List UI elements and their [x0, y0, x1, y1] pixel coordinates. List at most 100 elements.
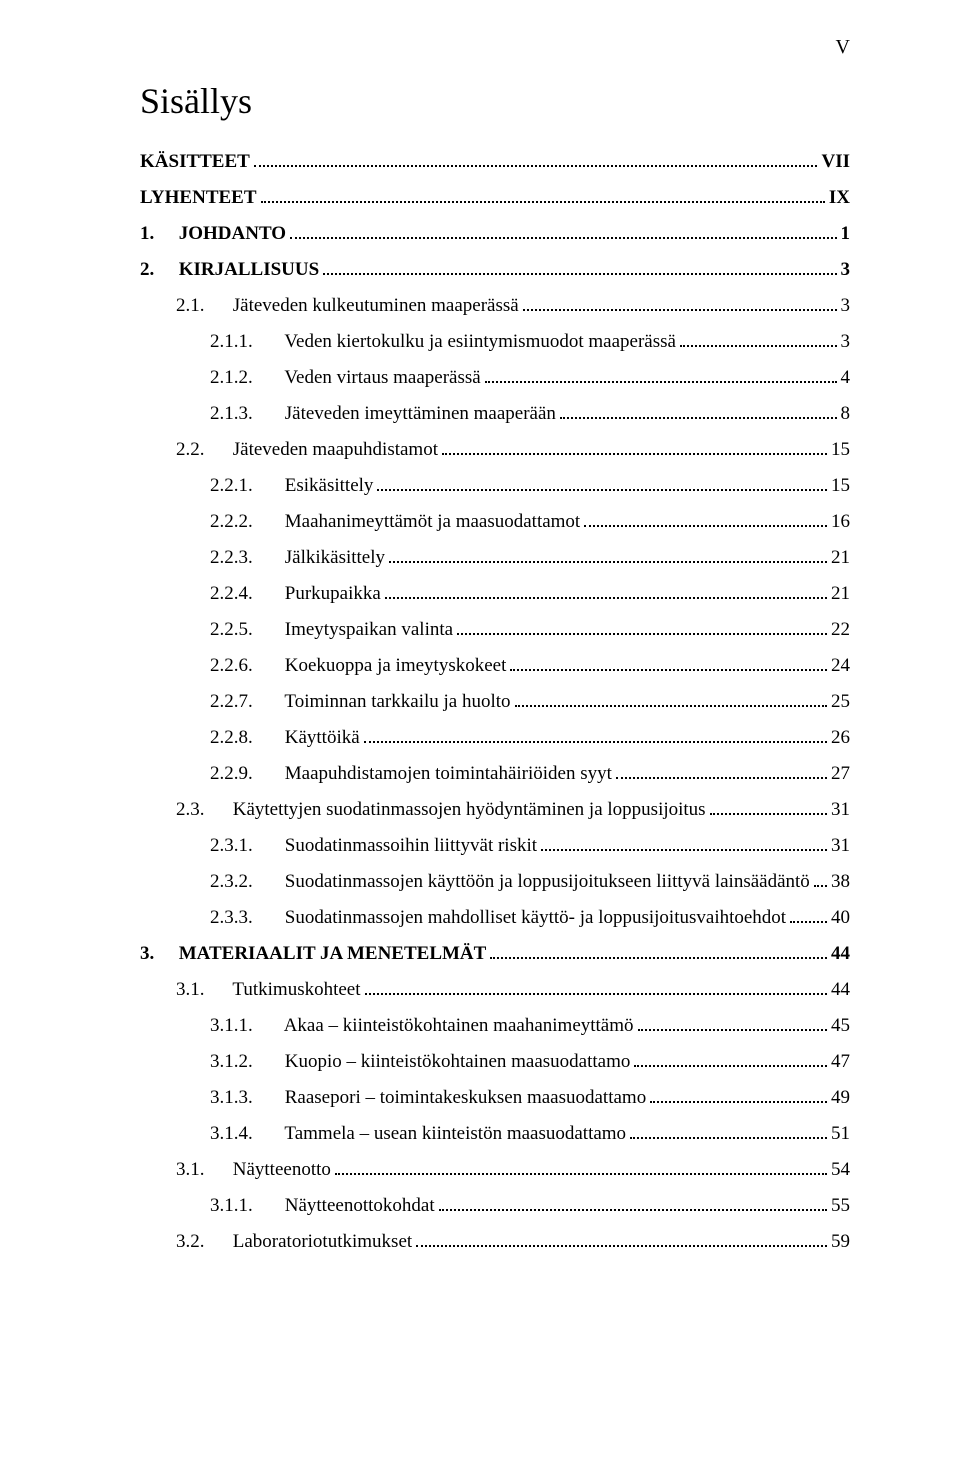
toc-entry-number: 3.1.2.: [210, 1052, 280, 1071]
toc-entry-number: 2.2.9.: [210, 764, 280, 783]
toc-entry-title: Näytteenottokohdat: [285, 1195, 435, 1216]
toc-entry-label: 3.2. Laboratoriotutkimukset: [176, 1232, 412, 1251]
toc-entry-label: 2.2.4. Purkupaikka: [210, 584, 381, 603]
toc-entry: 2.3. Käytettyjen suodatinmassojen hyödyn…: [140, 800, 850, 819]
toc-entry-label: 2.2.1. Esikäsittely: [210, 476, 373, 495]
toc-entry: 2.2.8. Käyttöikä 26: [140, 728, 850, 747]
toc-leader-dots: [323, 273, 836, 275]
toc-entry-title: Maahanimeyttämöt ja maasuodattamot: [285, 511, 580, 532]
toc-entry: 2.2.7. Toiminnan tarkkailu ja huolto 25: [140, 692, 850, 711]
toc-entry-title: JOHDANTO: [179, 223, 286, 244]
toc-entry-label: 2.3.1. Suodatinmassoihin liittyvät riski…: [210, 836, 537, 855]
toc-entry-title: Koekuoppa ja imeytyskokeet: [285, 655, 507, 676]
toc-entry-label: 3.1.1. Näytteenottokohdat: [210, 1196, 435, 1215]
toc-entry-label: 2.2. Jäteveden maapuhdistamot: [176, 440, 438, 459]
toc-entry-number: 2.3.1.: [210, 836, 280, 855]
toc-entry-number: 2.2.7.: [210, 692, 280, 711]
toc-entry-number: 3.1.3.: [210, 1088, 280, 1107]
toc-entry-label: 2.3.3. Suodatinmassojen mahdolliset käyt…: [210, 908, 786, 927]
toc-entry-title: Esikäsittely: [285, 475, 374, 496]
toc-entry: 3.1.4. Tammela – usean kiinteistön maasu…: [140, 1124, 850, 1143]
toc-entry-page: 59: [831, 1232, 850, 1251]
toc-leader-dots: [560, 417, 837, 419]
document-page: V Sisällys KÄSITTEET VIILYHENTEET IX1. J…: [0, 0, 960, 1463]
toc-entry-title: Raasepori – toimintakeskuksen maasuodatt…: [285, 1087, 646, 1108]
toc-entry-title: Veden kiertokulku ja esiintymismuodot ma…: [284, 331, 676, 352]
toc-leader-dots: [385, 597, 827, 599]
toc-entry-number: 2.2.8.: [210, 728, 280, 747]
toc-leader-dots: [490, 957, 827, 959]
toc-entry-label: 3.1.3. Raasepori – toimintakeskuksen maa…: [210, 1088, 646, 1107]
toc-leader-dots: [510, 669, 827, 671]
toc-entry-label: 2.2.2. Maahanimeyttämöt ja maasuodattamo…: [210, 512, 580, 531]
toc-leader-dots: [616, 777, 827, 779]
toc-entry: 2.3.1. Suodatinmassoihin liittyvät riski…: [140, 836, 850, 855]
toc-entry-title: LYHENTEET: [140, 187, 257, 208]
toc-entry-number: 3.1.: [176, 1160, 228, 1179]
toc-entry-label: 2.3.2. Suodatinmassojen käyttöön ja lopp…: [210, 872, 810, 891]
toc-entry-number: 2.1.1.: [210, 332, 280, 351]
toc-entry: 2.1.3. Jäteveden imeyttäminen maaperään …: [140, 404, 850, 423]
toc-entry-page: 3: [841, 296, 851, 315]
toc-entry-page: 26: [831, 728, 850, 747]
toc-entry-label: LYHENTEET: [140, 188, 257, 207]
toc-entry-title: Käytettyjen suodatinmassojen hyödyntämin…: [233, 799, 706, 820]
toc-entry: 2.2.1. Esikäsittely 15: [140, 476, 850, 495]
toc-entry-number: 3.1.1.: [210, 1196, 280, 1215]
toc-entry-page: IX: [829, 188, 850, 207]
toc-entry-title: KÄSITTEET: [140, 151, 250, 172]
toc-leader-dots: [638, 1029, 827, 1031]
toc-entry: 2.2.6. Koekuoppa ja imeytyskokeet 24: [140, 656, 850, 675]
toc-entry-page: 51: [831, 1124, 850, 1143]
toc-entry-page: 15: [831, 476, 850, 495]
toc-entry-label: 2.2.5. Imeytyspaikan valinta: [210, 620, 453, 639]
toc-entry-page: 22: [831, 620, 850, 639]
toc-leader-dots: [710, 813, 827, 815]
toc-entry-title: KIRJALLISUUS: [179, 259, 319, 280]
toc-entry-label: 2.2.9. Maapuhdistamojen toimintahäiriöid…: [210, 764, 612, 783]
toc-leader-dots: [485, 381, 837, 383]
toc-entry: 2.1.2. Veden virtaus maaperässä 4: [140, 368, 850, 387]
toc-entry-title: Käyttöikä: [285, 727, 360, 748]
toc-entry-title: Suodatinmassojen mahdolliset käyttö- ja …: [285, 907, 786, 928]
toc-entry-label: KÄSITTEET: [140, 152, 250, 171]
toc-entry-number: 2.: [140, 260, 174, 279]
toc-entry: KÄSITTEET VII: [140, 152, 850, 171]
toc-entry: LYHENTEET IX: [140, 188, 850, 207]
toc-leader-dots: [584, 525, 827, 527]
page-title: Sisällys: [140, 80, 850, 122]
toc-entry-page: 55: [831, 1196, 850, 1215]
toc-entry-number: 2.3.2.: [210, 872, 280, 891]
toc-entry-title: Toiminnan tarkkailu ja huolto: [284, 691, 510, 712]
toc-entry-number: 2.2.6.: [210, 656, 280, 675]
toc-entry-number: 2.2.1.: [210, 476, 280, 495]
toc-entry-page: 15: [831, 440, 850, 459]
toc-entry-page: 44: [831, 944, 850, 963]
toc-entry-title: Suodatinmassojen käyttöön ja loppusijoit…: [285, 871, 810, 892]
toc-entry-number: 3.1.1.: [210, 1016, 280, 1035]
toc-entry-page: VII: [821, 152, 850, 171]
toc-entry-number: 2.2.5.: [210, 620, 280, 639]
toc-entry-number: 2.3.: [176, 800, 228, 819]
toc-leader-dots: [416, 1245, 827, 1247]
toc-entry-label: 2.2.3. Jälkikäsittely: [210, 548, 385, 567]
toc-entry-page: 27: [831, 764, 850, 783]
toc-entry: 2.2.5. Imeytyspaikan valinta 22: [140, 620, 850, 639]
toc-entry-page: 24: [831, 656, 850, 675]
toc-entry: 1. JOHDANTO 1: [140, 224, 850, 243]
toc-entry: 2.2.3. Jälkikäsittely 21: [140, 548, 850, 567]
toc-entry-label: 3.1.1. Akaa – kiinteistökohtainen maahan…: [210, 1016, 634, 1035]
toc-entry-page: 1: [841, 224, 851, 243]
toc-entry-number: 2.2.2.: [210, 512, 280, 531]
toc-entry-page: 21: [831, 584, 850, 603]
toc-entry-number: 2.2.4.: [210, 584, 280, 603]
toc-entry: 3.1. Näytteenotto 54: [140, 1160, 850, 1179]
toc-entry-title: Maapuhdistamojen toimintahäiriöiden syyt: [285, 763, 612, 784]
toc-entry-label: 2.2.6. Koekuoppa ja imeytyskokeet: [210, 656, 506, 675]
toc-entry-label: 3.1.4. Tammela – usean kiinteistön maasu…: [210, 1124, 626, 1143]
toc-leader-dots: [335, 1173, 827, 1175]
toc-entry-page: 47: [831, 1052, 850, 1071]
toc-entry-page: 44: [831, 980, 850, 999]
toc-entry: 2.3.2. Suodatinmassojen käyttöön ja lopp…: [140, 872, 850, 891]
toc-entry-title: Tutkimuskohteet: [232, 979, 360, 1000]
